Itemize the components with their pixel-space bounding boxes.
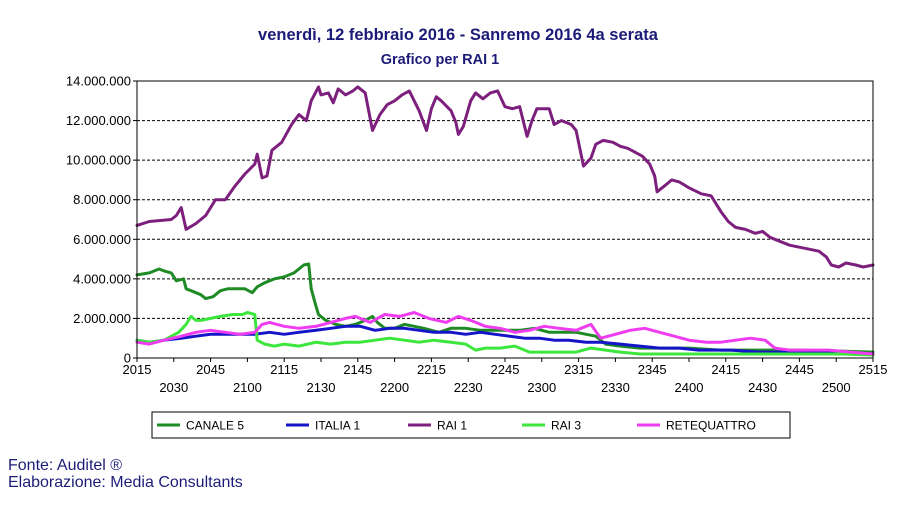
legend: CANALE 5 ITALIA 1 RAI 1 RAI 3 RETEQUATTRO: [151, 411, 791, 439]
y-axis: 0 2.000.000 4.000.000 6.000.000 8.000.000 10.…: [66, 74, 137, 366]
x-tick-label: 2330: [601, 380, 630, 395]
x-tick-label: 2415: [711, 362, 740, 377]
legend-item-italia-1: ITALIA 1: [286, 419, 360, 433]
x-axis: 2015 2030 2045 2100 2115 2130 2145 2200 2215 2230…: [123, 358, 888, 395]
legend-label: RAI 3: [551, 419, 581, 433]
legend-label: RETEQUATTRO: [666, 419, 756, 433]
x-tick-label: 2300: [527, 380, 556, 395]
x-tick-label: 2430: [748, 380, 777, 395]
x-tick-label: 2130: [307, 380, 336, 395]
y-tick-label: 10.000.000: [66, 153, 131, 168]
legend-label: ITALIA 1: [315, 419, 360, 433]
y-tick-label: 0: [124, 351, 131, 366]
legend-frame: [151, 411, 791, 439]
x-tick-label: 2100: [233, 380, 262, 395]
legend-item-canale-5: CANALE 5: [157, 419, 244, 433]
y-tick-label: 4.000.000: [73, 271, 131, 286]
y-tick-label: 6.000.000: [73, 232, 131, 247]
x-tick-label: 2200: [380, 380, 409, 395]
x-tick-label: 2115: [270, 362, 298, 377]
plot-series: [135, 85, 875, 357]
series-line-retequattro: [135, 311, 875, 356]
x-tick-label: 2500: [822, 380, 851, 395]
series-line-rai-3: [135, 311, 875, 357]
legend-item-retequattro: RETEQUATTRO: [637, 419, 756, 433]
x-tick-label: 2315: [564, 362, 593, 377]
x-tick-label: 2445: [785, 362, 814, 377]
x-tick-label: 2015: [123, 362, 152, 377]
y-tick-label: 8.000.000: [73, 192, 131, 207]
chart-title: venerdì, 12 febbraio 2016 - Sanremo 2016…: [258, 26, 659, 44]
x-tick-label: 2400: [675, 380, 704, 395]
credit-note: Elaborazione: Media Consultants: [8, 474, 243, 491]
legend-item-rai-1: RAI 1: [408, 419, 467, 433]
x-tick-label: 2145: [343, 362, 372, 377]
x-tick-label: 2230: [454, 380, 483, 395]
y-tick-label: 14.000.000: [66, 74, 131, 89]
legend-label: RAI 1: [437, 419, 467, 433]
x-tick-label: 2515: [859, 362, 888, 377]
x-tick-label: 2045: [196, 362, 225, 377]
legend-label: CANALE 5: [186, 419, 244, 433]
x-tick-label: 2215: [417, 362, 446, 377]
x-tick-label: 2245: [491, 362, 520, 377]
source-note: Fonte: Auditel ®: [8, 457, 122, 474]
series-line-rai-1: [135, 85, 875, 269]
y-tick-label: 12.000.000: [66, 113, 131, 128]
chart-subtitle: Grafico per RAI 1: [381, 52, 499, 68]
legend-item-rai-3: RAI 3: [522, 419, 581, 433]
plot-area-frame: [136, 80, 874, 359]
x-tick-label: 2030: [159, 380, 188, 395]
y-tick-label: 2.000.000: [73, 311, 131, 326]
gridlines: [137, 120, 873, 319]
x-tick-label: 2345: [638, 362, 667, 377]
